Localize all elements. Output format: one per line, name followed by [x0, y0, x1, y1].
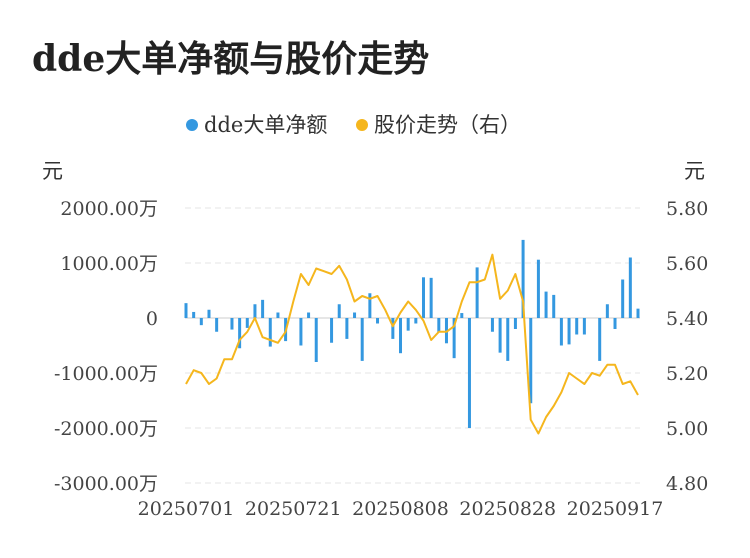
bar [513, 318, 517, 329]
bar [559, 318, 563, 346]
bar [536, 259, 540, 318]
bar [575, 318, 579, 335]
bar [529, 318, 533, 404]
bar [437, 318, 441, 333]
left-tick-label: -1000.00万 [54, 363, 158, 385]
bar [467, 318, 471, 428]
bar [421, 277, 425, 318]
legend-marker-price [356, 119, 368, 131]
bar-series [184, 239, 640, 428]
bar [506, 318, 510, 361]
bar [429, 277, 433, 318]
bar [475, 267, 479, 318]
bar [391, 318, 395, 339]
bar [261, 299, 265, 318]
bar [268, 318, 272, 347]
bar [184, 303, 188, 318]
legend-label-price: 股价走势（右） [374, 113, 521, 137]
bar [452, 318, 456, 359]
bar [628, 257, 632, 318]
bar [567, 318, 571, 345]
bar [192, 311, 196, 318]
bar [460, 313, 464, 318]
bar [215, 318, 219, 332]
bar [552, 294, 556, 318]
left-tick-label: 1000.00万 [60, 253, 158, 275]
bar [245, 318, 249, 328]
bar [621, 279, 625, 318]
line-series [185, 253, 639, 435]
bar [521, 239, 525, 318]
legend: dde大单净额 股价走势（右） [186, 113, 521, 137]
x-tick-label: 20250828 [459, 498, 556, 520]
bar [544, 291, 548, 318]
left-tick-label: -3000.00万 [54, 473, 158, 495]
bar [399, 318, 403, 354]
bar [490, 318, 494, 332]
bar [605, 304, 609, 318]
right-tick-label: 5.40 [666, 308, 708, 330]
x-tick-label: 20250701 [138, 498, 235, 520]
bar [253, 304, 257, 318]
bar [276, 312, 280, 318]
bar [207, 309, 211, 318]
bar [353, 312, 357, 318]
legend-marker-dde [186, 119, 198, 131]
bar [613, 318, 617, 329]
bar [299, 318, 303, 346]
bar [598, 318, 602, 361]
right-tick-label: 5.60 [666, 253, 708, 275]
x-tick-label: 20250721 [245, 498, 342, 520]
bar [345, 318, 349, 339]
left-axis-unit: 元 [42, 159, 63, 183]
x-axis-ticks: 20250701 20250721 20250808 20250828 20250917 [138, 498, 664, 520]
bar [406, 318, 410, 331]
bar [337, 304, 341, 318]
price-line [185, 253, 639, 435]
left-tick-label: -2000.00万 [54, 418, 158, 440]
left-tick-label: 2000.00万 [60, 198, 158, 220]
legend-label-dde: dde大单净额 [204, 113, 327, 137]
bar [330, 318, 334, 343]
x-tick-label: 20250808 [352, 498, 449, 520]
bar [498, 318, 502, 353]
bar [230, 318, 234, 330]
right-tick-label: 5.20 [666, 363, 708, 385]
chart-title: dde大单净额与股价走势 [32, 38, 430, 80]
bar [368, 293, 372, 318]
right-tick-label: 5.80 [666, 198, 708, 220]
bar [414, 318, 418, 324]
bar [360, 318, 364, 361]
bar [199, 318, 203, 326]
right-axis-unit: 元 [684, 159, 705, 183]
right-tick-label: 4.80 [666, 473, 708, 495]
bar [376, 318, 380, 324]
left-tick-label: 0 [146, 308, 158, 330]
bar [314, 318, 318, 362]
bar [636, 308, 640, 318]
gridlines [185, 207, 640, 484]
bar [238, 318, 242, 349]
left-axis-ticks: 2000.00万 1000.00万 0 -1000.00万 -2000.00万 -3000… [54, 198, 158, 495]
right-axis-ticks: 5.80 5.60 5.40 5.20 5.00 4.80 [666, 198, 708, 495]
bar [307, 312, 311, 318]
right-tick-label: 5.00 [666, 418, 708, 440]
x-tick-label: 20250917 [567, 498, 664, 520]
bar [582, 318, 586, 335]
